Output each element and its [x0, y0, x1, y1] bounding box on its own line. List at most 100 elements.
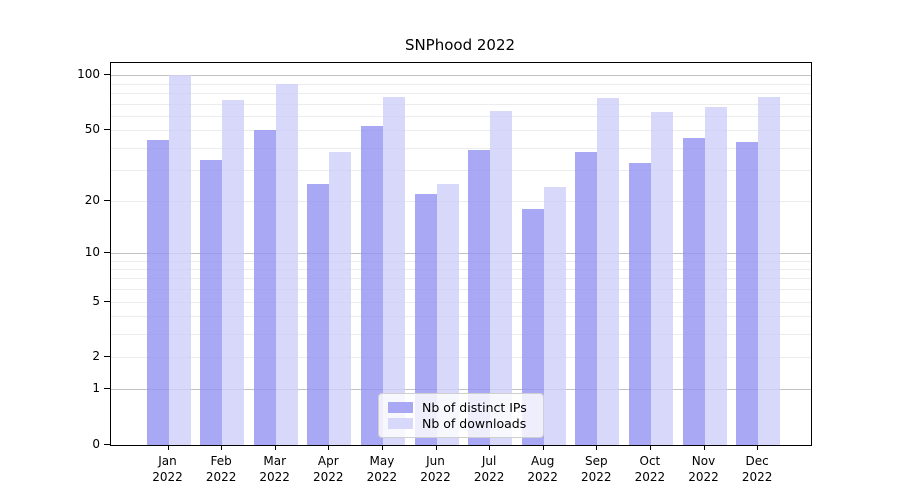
- legend-label-distinct-ips: Nb of distinct IPs: [422, 399, 527, 415]
- gridline-major: [111, 75, 811, 77]
- x-tick-mark: [757, 445, 759, 450]
- bar-distinct-ips-may: [360, 125, 383, 445]
- bar-distinct-ips-mar: [253, 130, 276, 445]
- x-tick-mark: [542, 445, 544, 450]
- x-tick-month: Jan: [158, 454, 177, 468]
- bar-downloads-may: [382, 97, 405, 445]
- x-tick-year: 2022: [581, 470, 612, 484]
- gridline-minor: [111, 103, 811, 105]
- x-tick-month: Mar: [263, 454, 286, 468]
- y-tick-mark: [104, 74, 110, 76]
- y-tick-mark: [104, 388, 110, 390]
- bar-downloads-jun: [436, 184, 459, 445]
- x-tick-year: 2022: [527, 470, 558, 484]
- gridline-minor: [111, 83, 811, 85]
- bar-distinct-ips-aug: [521, 209, 544, 445]
- x-tick-month: Dec: [745, 454, 769, 468]
- x-tick-year: 2022: [152, 470, 183, 484]
- x-tick-month: Apr: [317, 454, 339, 468]
- gridline-minor: [111, 201, 811, 203]
- bar-distinct-ips-nov: [682, 138, 705, 445]
- bar-downloads-apr: [329, 151, 352, 445]
- legend: Nb of distinct IPs Nb of downloads: [378, 393, 544, 438]
- x-tick-month: Jun: [426, 454, 445, 468]
- gridline-minor: [111, 130, 811, 132]
- legend-item-downloads: Nb of downloads: [388, 416, 534, 432]
- x-tick-year: 2022: [313, 470, 344, 484]
- x-tick-label: Jun 2022: [406, 453, 466, 485]
- gridline-minor: [111, 316, 811, 318]
- x-tick-mark: [221, 445, 223, 450]
- x-tick-year: 2022: [259, 470, 290, 484]
- x-tick-year: 2022: [420, 470, 451, 484]
- gridline-minor: [111, 289, 811, 291]
- x-tick-mark: [435, 445, 437, 450]
- legend-label-downloads: Nb of downloads: [422, 416, 527, 432]
- gridline-minor: [111, 93, 811, 95]
- gridline-minor: [111, 147, 811, 149]
- gridline-minor: [111, 115, 811, 117]
- bar-distinct-ips-feb: [200, 160, 223, 445]
- gridline-major: [111, 252, 811, 254]
- x-tick-label: Jan 2022: [138, 453, 198, 485]
- x-tick-year: 2022: [366, 470, 398, 484]
- x-tick-mark: [328, 445, 330, 450]
- x-tick-label: Nov 2022: [674, 453, 734, 485]
- x-tick-label: Jul 2022: [459, 453, 519, 485]
- y-tick-mark: [104, 444, 110, 445]
- y-tick-label: 20: [84, 193, 100, 208]
- gridline-minor: [111, 278, 811, 280]
- x-tick-mark: [381, 445, 383, 450]
- bar-distinct-ips-jul: [468, 149, 491, 445]
- bar-distinct-ips-jun: [414, 193, 437, 445]
- x-tick-label: May 2022: [352, 453, 412, 485]
- x-tick-year: 2022: [205, 470, 237, 484]
- y-tick-label: 1: [92, 381, 100, 396]
- bar-downloads-oct: [650, 111, 673, 445]
- y-tick-label: 2: [92, 349, 100, 364]
- gridline-minor: [111, 170, 811, 172]
- gridline-minor: [111, 260, 811, 262]
- x-tick-label: Apr 2022: [298, 453, 358, 485]
- y-tick-mark: [104, 200, 110, 202]
- bar-downloads-sep: [597, 98, 620, 445]
- gridline-minor: [111, 269, 811, 271]
- x-tick-year: 2022: [634, 470, 666, 484]
- x-tick-label: Dec 2022: [727, 453, 787, 485]
- x-tick-label: Aug 2022: [513, 453, 573, 485]
- bar-downloads-nov: [704, 107, 727, 445]
- bar-downloads-mar: [275, 83, 298, 445]
- y-tick-label: 10: [84, 244, 100, 259]
- x-tick-month: Sep: [584, 454, 608, 468]
- x-tick-mark: [489, 445, 491, 450]
- x-tick-month: Jul: [481, 454, 497, 468]
- x-tick-month: Oct: [639, 454, 661, 468]
- x-tick-label: Sep 2022: [566, 453, 626, 485]
- x-tick-month: Aug: [530, 454, 555, 468]
- legend-item-distinct-ips: Nb of distinct IPs: [388, 399, 534, 415]
- x-tick-mark: [649, 445, 651, 450]
- bar-downloads-dec: [758, 97, 781, 445]
- gridline-minor: [111, 357, 811, 359]
- y-tick-mark: [104, 300, 110, 302]
- x-tick-mark: [596, 445, 598, 450]
- bar-downloads-jul: [490, 110, 513, 445]
- bar-downloads-aug: [543, 187, 566, 445]
- gridline-minor: [111, 301, 811, 303]
- y-tick-mark: [104, 129, 110, 131]
- gridline-minor: [111, 333, 811, 335]
- y-tick-label: 0: [92, 437, 100, 451]
- chart-title: SNPhood 2022: [404, 36, 516, 54]
- plot-area: Nb of distinct IPs Nb of downloads: [110, 62, 812, 446]
- bar-downloads-feb: [222, 100, 245, 445]
- bar-distinct-ips-dec: [736, 141, 759, 445]
- bar-distinct-ips-sep: [575, 151, 598, 445]
- x-tick-year: 2022: [741, 470, 773, 484]
- legend-swatch-distinct-ips: [388, 401, 413, 413]
- gridline-major: [111, 389, 811, 391]
- bar-downloads-jan: [168, 75, 191, 445]
- x-tick-month: Nov: [691, 454, 716, 468]
- y-tick-label: 50: [84, 122, 100, 137]
- x-tick-label: Oct 2022: [620, 453, 680, 485]
